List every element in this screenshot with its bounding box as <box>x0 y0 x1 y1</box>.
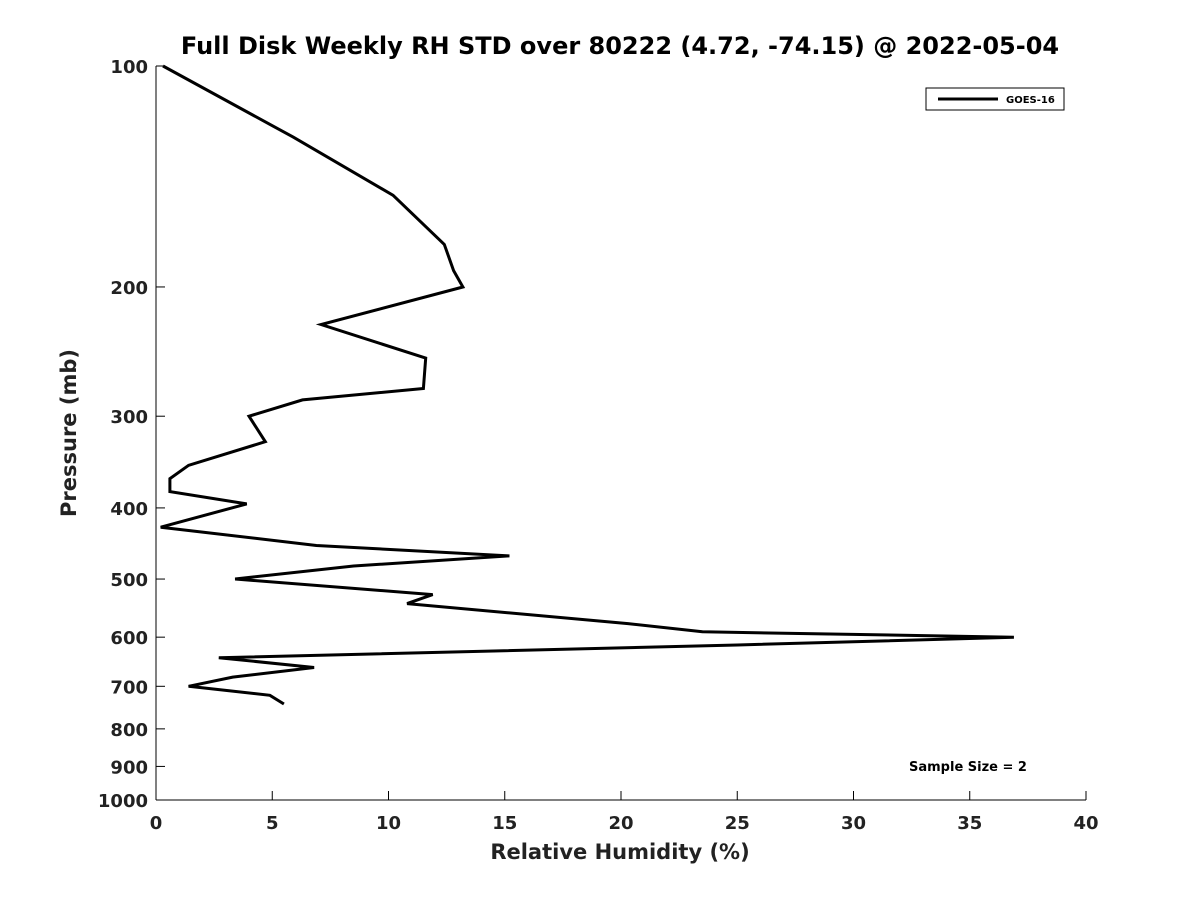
y-tick-label: 600 <box>110 628 148 649</box>
x-axis-label: Relative Humidity (%) <box>490 840 749 864</box>
y-tick-label: 300 <box>110 407 148 428</box>
x-tick-label: 25 <box>725 813 750 834</box>
y-tick-label: 1000 <box>98 791 148 812</box>
x-tick-label: 40 <box>1073 813 1098 834</box>
y-tick-label: 500 <box>110 570 148 591</box>
y-axis-ticks: 100 200 300 400 500 600 700 800 900 1000 <box>98 57 165 812</box>
x-tick-label: 35 <box>957 813 982 834</box>
sample-size-annotation: Sample Size = 2 <box>909 760 1027 775</box>
x-axis-ticks: 0 5 10 15 20 25 30 35 40 <box>150 791 1099 834</box>
x-tick-label: 15 <box>492 813 517 834</box>
chart-title: Full Disk Weekly RH STD over 80222 (4.72… <box>181 32 1059 60</box>
y-tick-label: 100 <box>110 57 148 78</box>
legend: GOES-16 <box>925 87 1065 111</box>
x-tick-label: 5 <box>266 813 279 834</box>
plot-frame <box>155 66 1086 801</box>
y-tick-label: 700 <box>110 677 148 698</box>
x-tick-label: 20 <box>608 813 633 834</box>
x-tick-label: 10 <box>376 813 401 834</box>
y-axis-label: Pressure (mb) <box>57 349 81 517</box>
y-tick-label: 400 <box>110 499 148 520</box>
x-tick-label: 30 <box>841 813 866 834</box>
x-tick-label: 0 <box>150 813 163 834</box>
series-line-goes-16 <box>160 64 1014 706</box>
series-layer <box>160 64 1014 706</box>
y-tick-label: 200 <box>110 278 148 299</box>
y-tick-label: 900 <box>110 757 148 778</box>
y-tick-label: 800 <box>110 720 148 741</box>
legend-label-goes-16: GOES-16 <box>1006 95 1055 106</box>
